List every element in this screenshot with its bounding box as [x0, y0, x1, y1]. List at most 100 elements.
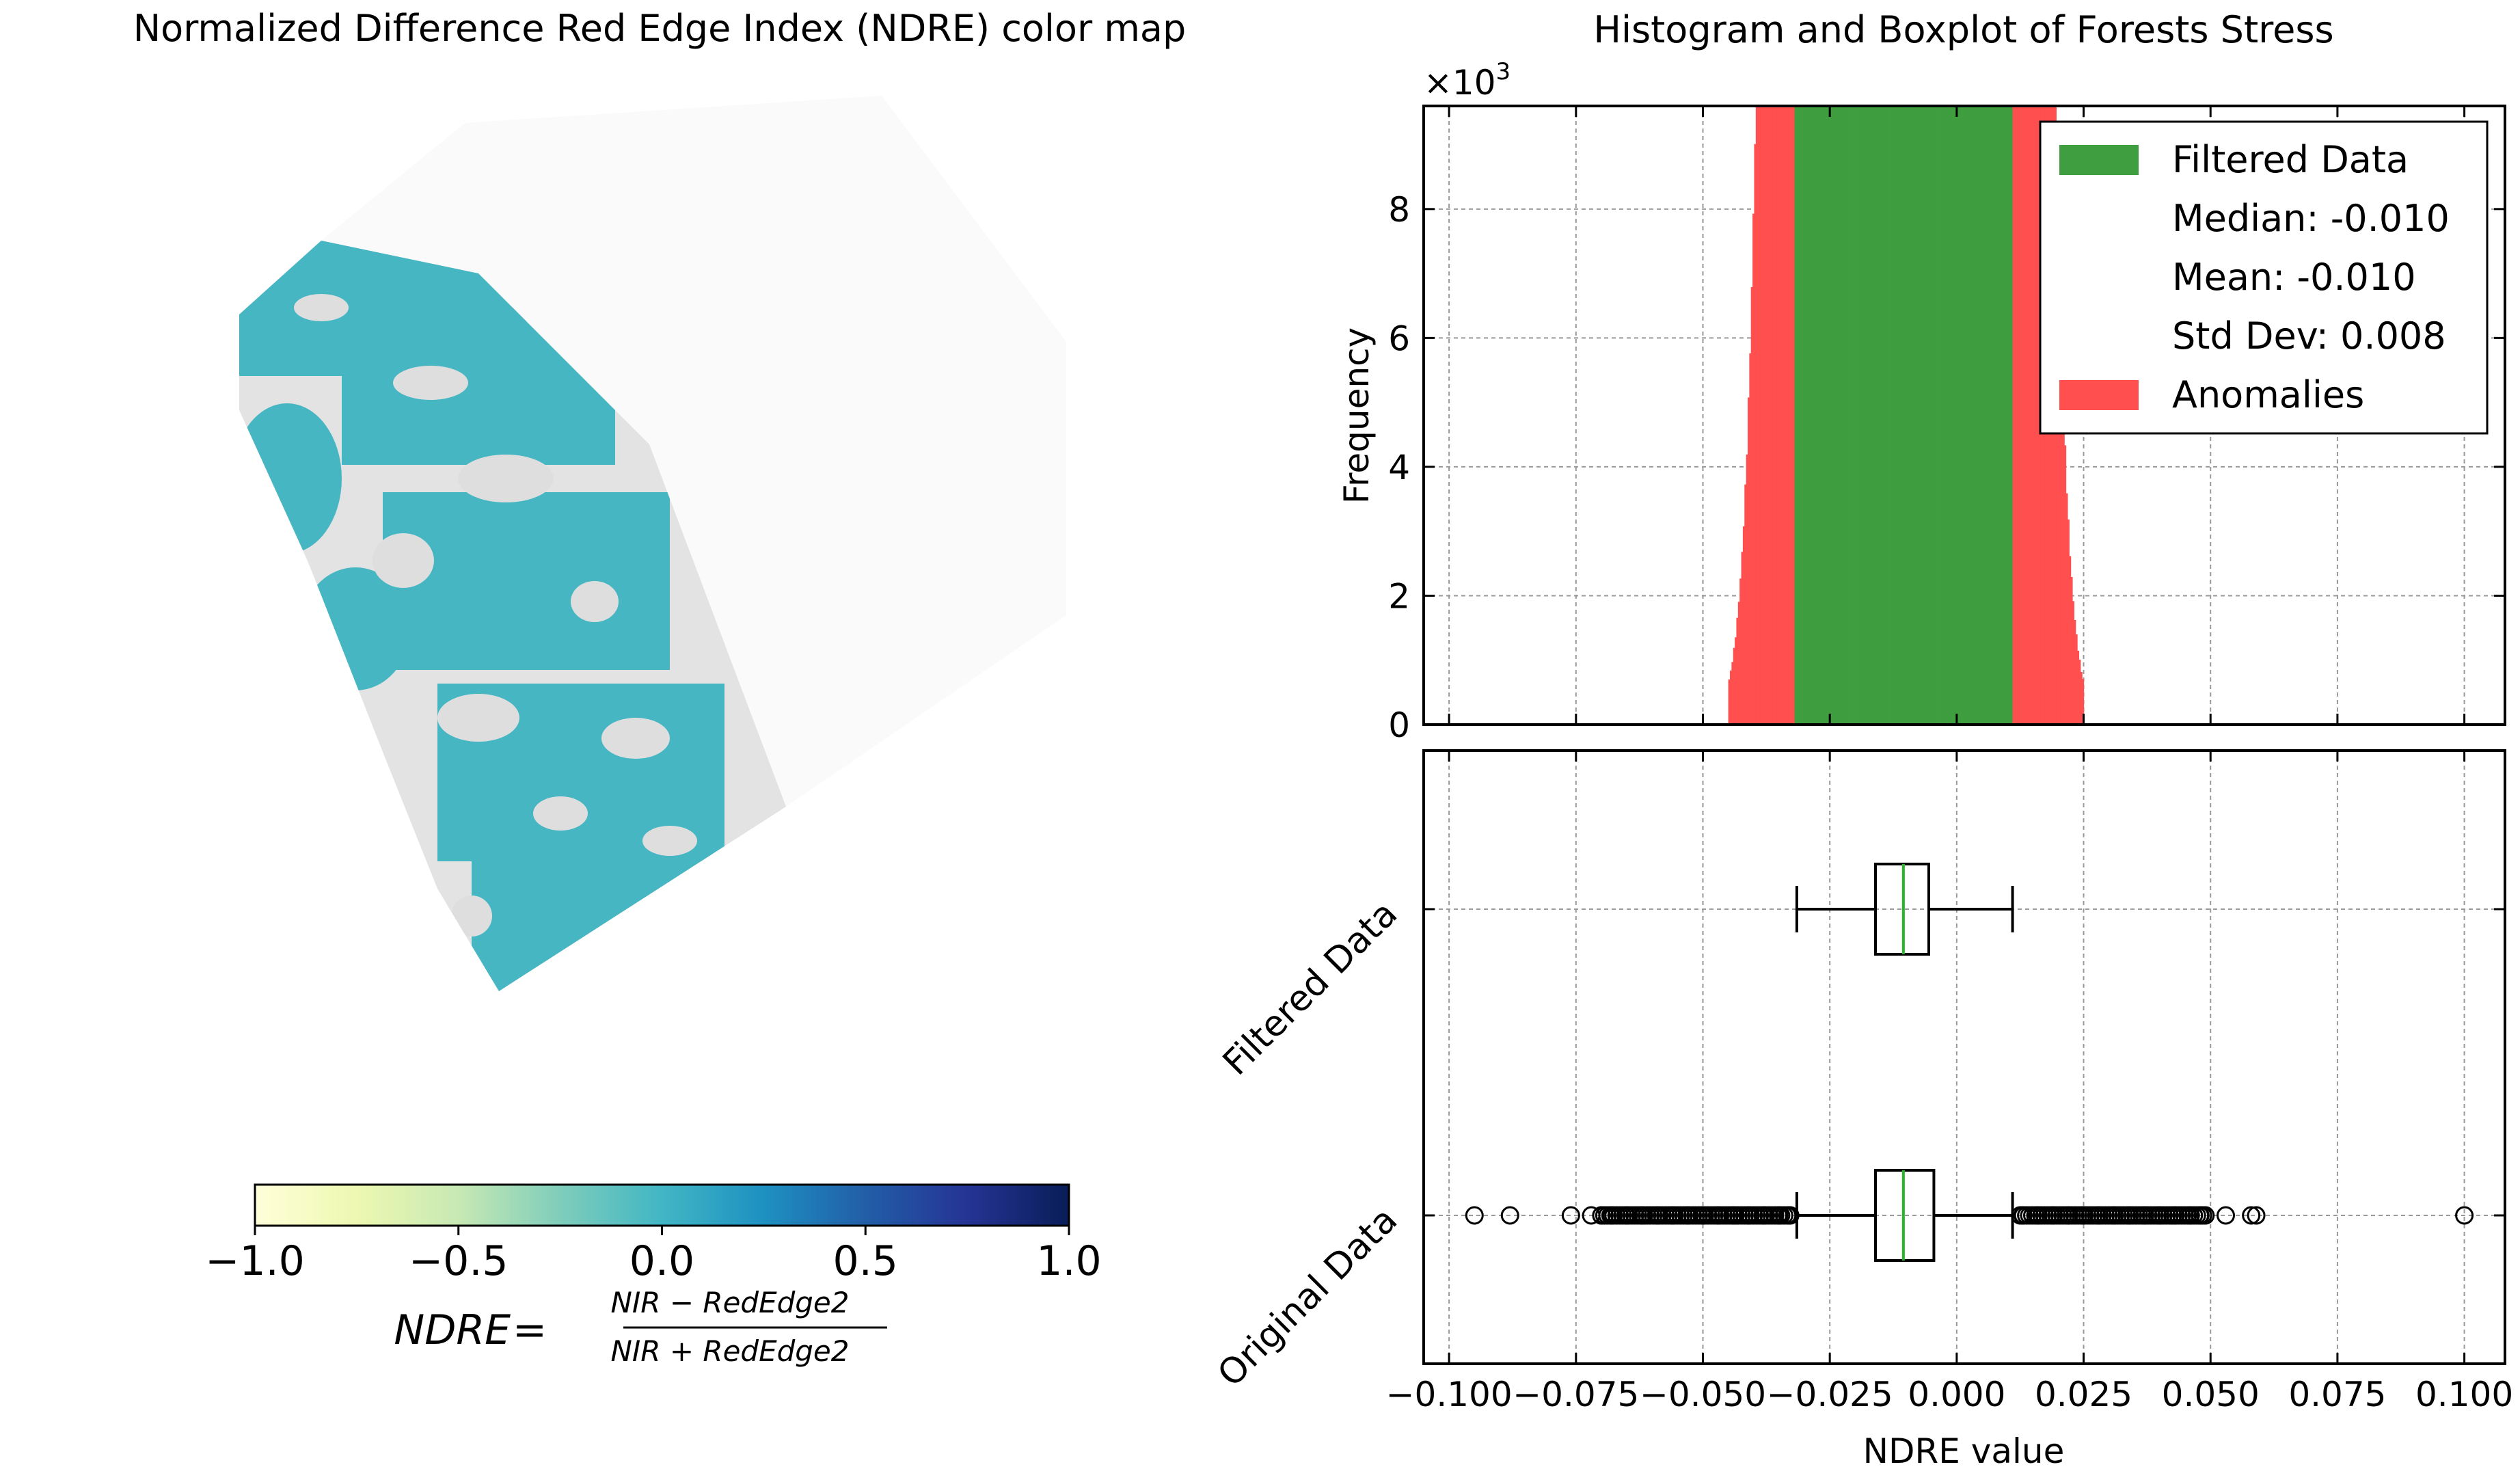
histogram-bar-filtered [1980, 106, 1983, 725]
map-bare-patch [601, 718, 670, 759]
histogram-bar-filtered [1854, 106, 1856, 725]
histogram-bar-filtered [1928, 106, 1931, 725]
histogram-bar-anomaly [1733, 647, 1735, 725]
boxplot-category-label: Filtered Data [1215, 893, 1405, 1083]
colorbar-tick-label: −0.5 [409, 1237, 509, 1285]
histogram-bar-filtered [1799, 106, 1802, 725]
colorbar-ticks: −1.0 −0.5 0.0 0.5 1.0 [205, 1226, 1102, 1285]
histogram-bar-filtered [1886, 106, 1889, 725]
histogram-bar-filtered [1912, 106, 1915, 725]
boxplot-outlier [1780, 1206, 1800, 1225]
boxplot-xtick-label: 0.000 [1908, 1375, 2005, 1414]
histogram-bar-filtered [2004, 106, 2007, 725]
histogram-bar-filtered [1836, 106, 1839, 725]
histogram-ytick-label: 2 [1388, 576, 1410, 616]
histogram-frame [1422, 105, 2506, 726]
map-bare-patch [533, 796, 588, 831]
histogram-bar-anomaly [2017, 106, 2020, 725]
histogram-bar-anomaly [1765, 106, 1767, 725]
ndre-formula: NDRE = NIR − RedEdge2 NIR + RedEdge2 [394, 1286, 887, 1368]
histogram-bar-filtered [1882, 106, 1884, 725]
histogram-bar-anomaly [1729, 670, 1732, 725]
histogram-bar-filtered [1967, 106, 1970, 725]
histogram-bar-filtered [1945, 106, 1947, 725]
colorbar: −1.0 −0.5 0.0 0.5 1.0 [205, 1183, 1102, 1285]
ndre-map [239, 96, 1066, 991]
histogram-bar-filtered [1942, 106, 1945, 725]
legend-swatch-anomalies [2059, 380, 2139, 410]
histogram-bar-anomaly [1747, 397, 1750, 725]
histogram-bar-filtered [1877, 106, 1880, 725]
histogram-bar-anomaly [1757, 106, 1760, 725]
histogram-bar-filtered [1948, 106, 1950, 725]
colorbar-tick-label: −1.0 [205, 1237, 305, 1285]
colorbar-gradient [254, 1183, 1070, 1227]
histogram-ytick-label: 0 [1388, 705, 1410, 745]
histogram-bar-anomaly [2062, 405, 2065, 725]
histogram-bar-anomaly [2016, 106, 2018, 725]
histogram-bar-anomaly [2077, 650, 2080, 725]
histogram-bar-filtered [1922, 106, 1925, 725]
histogram-bar-filtered [1807, 106, 1810, 725]
histogram-bar-filtered [1796, 106, 1798, 725]
boxplot-category-label: Original Data [1210, 1200, 1405, 1395]
histogram-bar-filtered [1864, 106, 1867, 725]
histogram-bar-filtered [1917, 106, 1920, 725]
histogram-bar-filtered [1857, 106, 1860, 725]
histogram-bar-filtered [1859, 106, 1862, 725]
histogram-bar-anomaly [1773, 106, 1776, 725]
histogram-bar-filtered [1895, 106, 1897, 725]
histogram-bar-anomaly [2022, 106, 2024, 725]
legend-std: Std Dev: 0.008 [2172, 314, 2446, 358]
boxplot-outlier [2193, 1206, 2212, 1225]
formula-lhs: NDRE [394, 1306, 511, 1354]
map-vegetation-patches [239, 241, 724, 991]
histogram-bar-filtered [1933, 106, 1936, 725]
histogram-ylabel: Frequency [1337, 327, 1377, 504]
histogram-bar-anomaly [2074, 619, 2076, 725]
formula-equals: = [513, 1306, 547, 1354]
histogram-bar-filtered [1977, 106, 1979, 725]
boxplot-panel: −0.100 −0.075 −0.050 −0.025 0.000 0.025 0.050 0… [1210, 749, 2513, 1471]
legend-filtered: Filtered Data [2172, 138, 2409, 181]
histogram-bar-anomaly [1770, 106, 1773, 725]
boxplot-outlier [2455, 1206, 2474, 1225]
histogram-bar-filtered [1896, 106, 1899, 725]
boxplot-xtick-label: 0.050 [2162, 1375, 2260, 1414]
histogram-bar-filtered [1802, 106, 1805, 725]
histogram-bar-filtered [1930, 106, 1932, 725]
map-bare-patch [437, 694, 519, 742]
histogram-bar-filtered [1946, 106, 1949, 725]
histogram-bar-filtered [1808, 106, 1811, 725]
histogram-bar-anomaly [2012, 106, 2015, 725]
histogram-bar-anomaly [2065, 493, 2068, 725]
histogram-bar-anomaly [2082, 679, 2085, 725]
histogram-bar-filtered [1962, 106, 1965, 725]
histogram-bar-filtered [1815, 106, 1818, 725]
histogram-bar-anomaly [1791, 106, 1793, 725]
histogram-bar-filtered [1991, 106, 1994, 725]
histogram-bar-anomaly [1783, 106, 1785, 725]
histogram-bar-anomaly [2020, 106, 2023, 725]
histogram-bar-filtered [1960, 106, 1963, 725]
histogram-bar-filtered [1811, 106, 1813, 725]
boxplot-outlier [1465, 1206, 1484, 1225]
boxplot-ticks: −0.100 −0.075 −0.050 −0.025 0.000 0.025 0.050 0… [1210, 751, 2513, 1414]
histogram-bar-anomaly [2030, 106, 2033, 725]
histogram-multiplier-base: ×10 [1424, 63, 1496, 103]
histogram-bar-filtered [1914, 106, 1916, 725]
histogram-bar-filtered [1798, 106, 1800, 725]
right-title: Histogram and Boxplot of Forests Stress [1593, 8, 2333, 51]
legend-swatch-filtered [2059, 145, 2139, 175]
histogram-bar-filtered [1985, 106, 1988, 725]
histogram-bar-filtered [2009, 106, 2011, 725]
histogram-ytick-label: 8 [1388, 190, 1410, 230]
histogram-bar-filtered [1923, 106, 1926, 725]
histogram-bar-filtered [1932, 106, 1934, 725]
histogram-bar-filtered [1804, 106, 1806, 725]
histogram-bar-filtered [1975, 106, 1978, 725]
histogram-bar-anomaly [1759, 106, 1761, 725]
histogram-bar-anomaly [1744, 484, 1747, 725]
histogram-bar-filtered [1970, 106, 1973, 725]
histogram-bar-filtered [1940, 106, 1942, 725]
